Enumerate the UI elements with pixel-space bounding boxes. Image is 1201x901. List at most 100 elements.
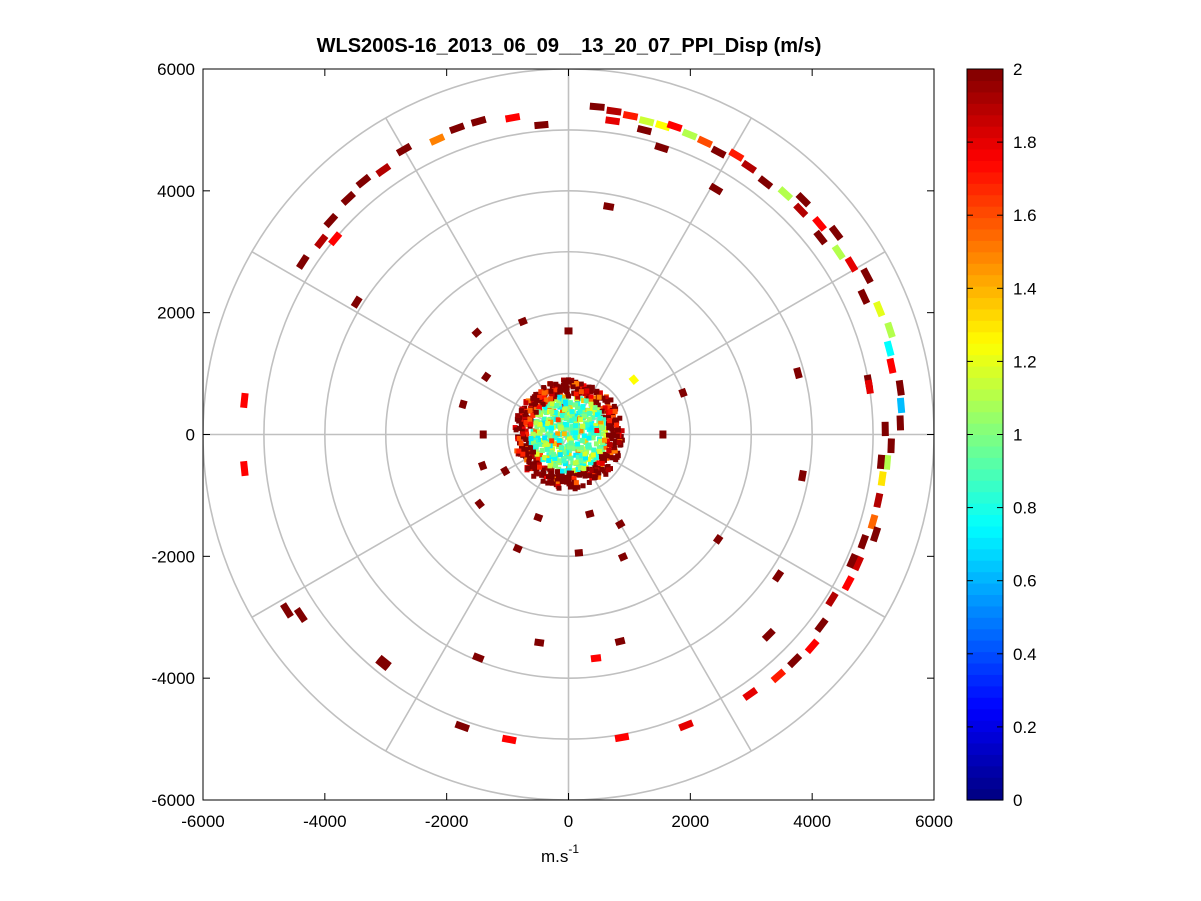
near-field-cell (552, 410, 558, 416)
near-field-cell (560, 382, 566, 388)
colorbar-step (967, 434, 1003, 447)
near-field-cell (574, 444, 580, 450)
near-field-cell (566, 393, 572, 399)
data-cell (659, 430, 667, 439)
near-field-cell (568, 440, 574, 446)
colorbar-step (967, 708, 1003, 721)
near-field-cell (518, 441, 524, 447)
near-field-cell (523, 446, 529, 452)
near-field-cell (552, 456, 558, 462)
near-field-cell (548, 388, 554, 394)
x-tick-label: 0 (564, 812, 573, 831)
near-field-cell (545, 480, 551, 486)
near-field-cell (594, 412, 600, 418)
data-cell (873, 300, 886, 318)
near-field-cell (586, 416, 592, 422)
near-field-cell (608, 436, 614, 442)
near-field-cell (542, 455, 548, 461)
near-field-cell (530, 439, 536, 445)
x-axis-label-base: m.s (541, 847, 568, 866)
near-field-cell (573, 480, 579, 486)
near-field-cell (534, 397, 540, 403)
near-field-cell (575, 441, 581, 447)
colorbar-step (967, 240, 1003, 253)
colorbar-tick-label: 0 (1013, 791, 1022, 810)
data-cell (638, 116, 655, 127)
colorbar-step (967, 137, 1003, 150)
data-cell (831, 244, 846, 261)
near-field-cell (570, 460, 576, 466)
colorbar-step (967, 571, 1003, 584)
near-field-cell (557, 452, 563, 458)
near-field-cell (568, 455, 574, 461)
y-tick-label: 6000 (157, 60, 195, 79)
colorbar-tick-label: 1.8 (1013, 133, 1037, 152)
near-field-cell (607, 405, 613, 411)
near-field-cell (566, 467, 572, 473)
near-field-cell (589, 467, 595, 473)
colorbar-step (967, 171, 1003, 184)
near-field-cell (587, 410, 593, 416)
near-field-cell (553, 381, 559, 387)
near-field-cell (530, 431, 536, 437)
data-cell (884, 321, 896, 339)
y-tick-label: -2000 (152, 547, 195, 566)
data-cell (517, 316, 528, 327)
near-field-cell (606, 432, 612, 438)
near-field-cell (584, 466, 590, 472)
near-field-cell (572, 435, 578, 441)
near-field-cell (574, 405, 580, 411)
near-field-cell (582, 455, 588, 461)
near-field-cell (584, 388, 590, 394)
near-field-cell (538, 389, 544, 395)
near-field-cell (592, 475, 598, 481)
near-field-cell (612, 438, 618, 444)
data-cell (481, 371, 492, 383)
data-cell (293, 607, 308, 624)
near-field-cell (537, 452, 543, 458)
near-field-cell (613, 422, 619, 428)
near-field-cell (533, 443, 539, 449)
near-field-cell (571, 476, 577, 482)
colorbar-step (967, 308, 1003, 321)
near-field-cell (533, 447, 539, 453)
near-field-cell (542, 440, 548, 446)
near-field-cell (563, 422, 569, 428)
colorbar-step (967, 548, 1003, 561)
near-field-cell (516, 448, 522, 454)
near-field-cell (541, 416, 547, 422)
colorbar-tick-label: 0.6 (1013, 572, 1037, 591)
near-field-cell (557, 394, 563, 400)
near-field-cell (523, 454, 529, 460)
near-field-cell (597, 448, 603, 454)
near-field-cell (540, 478, 546, 484)
data-cell (470, 115, 487, 127)
near-field-cell (612, 448, 618, 454)
near-field-cell (568, 481, 574, 487)
colorbar-ticks: 0 0.2 0.4 0.6 0.8 1 1.2 1.4 1.6 1.8 2 (967, 60, 1037, 810)
data-cell (846, 553, 859, 569)
near-field-cell (549, 467, 555, 473)
data-cell (777, 186, 794, 202)
azimuth-spoke (568, 433, 886, 618)
near-field-cell (611, 403, 617, 409)
near-field-cell (518, 408, 524, 414)
near-field-cell (530, 395, 536, 401)
near-field-cell (585, 444, 591, 450)
data-cell (864, 379, 874, 395)
near-field-cell (605, 467, 611, 473)
colorbar-step (967, 114, 1003, 127)
near-field-cell (554, 478, 560, 484)
near-field-cell (536, 405, 542, 411)
colorbar-step (967, 69, 1003, 82)
data-cell (534, 120, 549, 130)
near-field-cell (527, 455, 533, 461)
azimuth-spoke (567, 117, 752, 435)
near-field-cell (553, 396, 559, 402)
near-field-cell (516, 418, 522, 424)
near-field-cell (610, 431, 616, 437)
data-cell (429, 133, 446, 146)
colorbar-step (967, 788, 1003, 801)
data-cell (472, 652, 485, 663)
near-field-cell (544, 397, 550, 403)
